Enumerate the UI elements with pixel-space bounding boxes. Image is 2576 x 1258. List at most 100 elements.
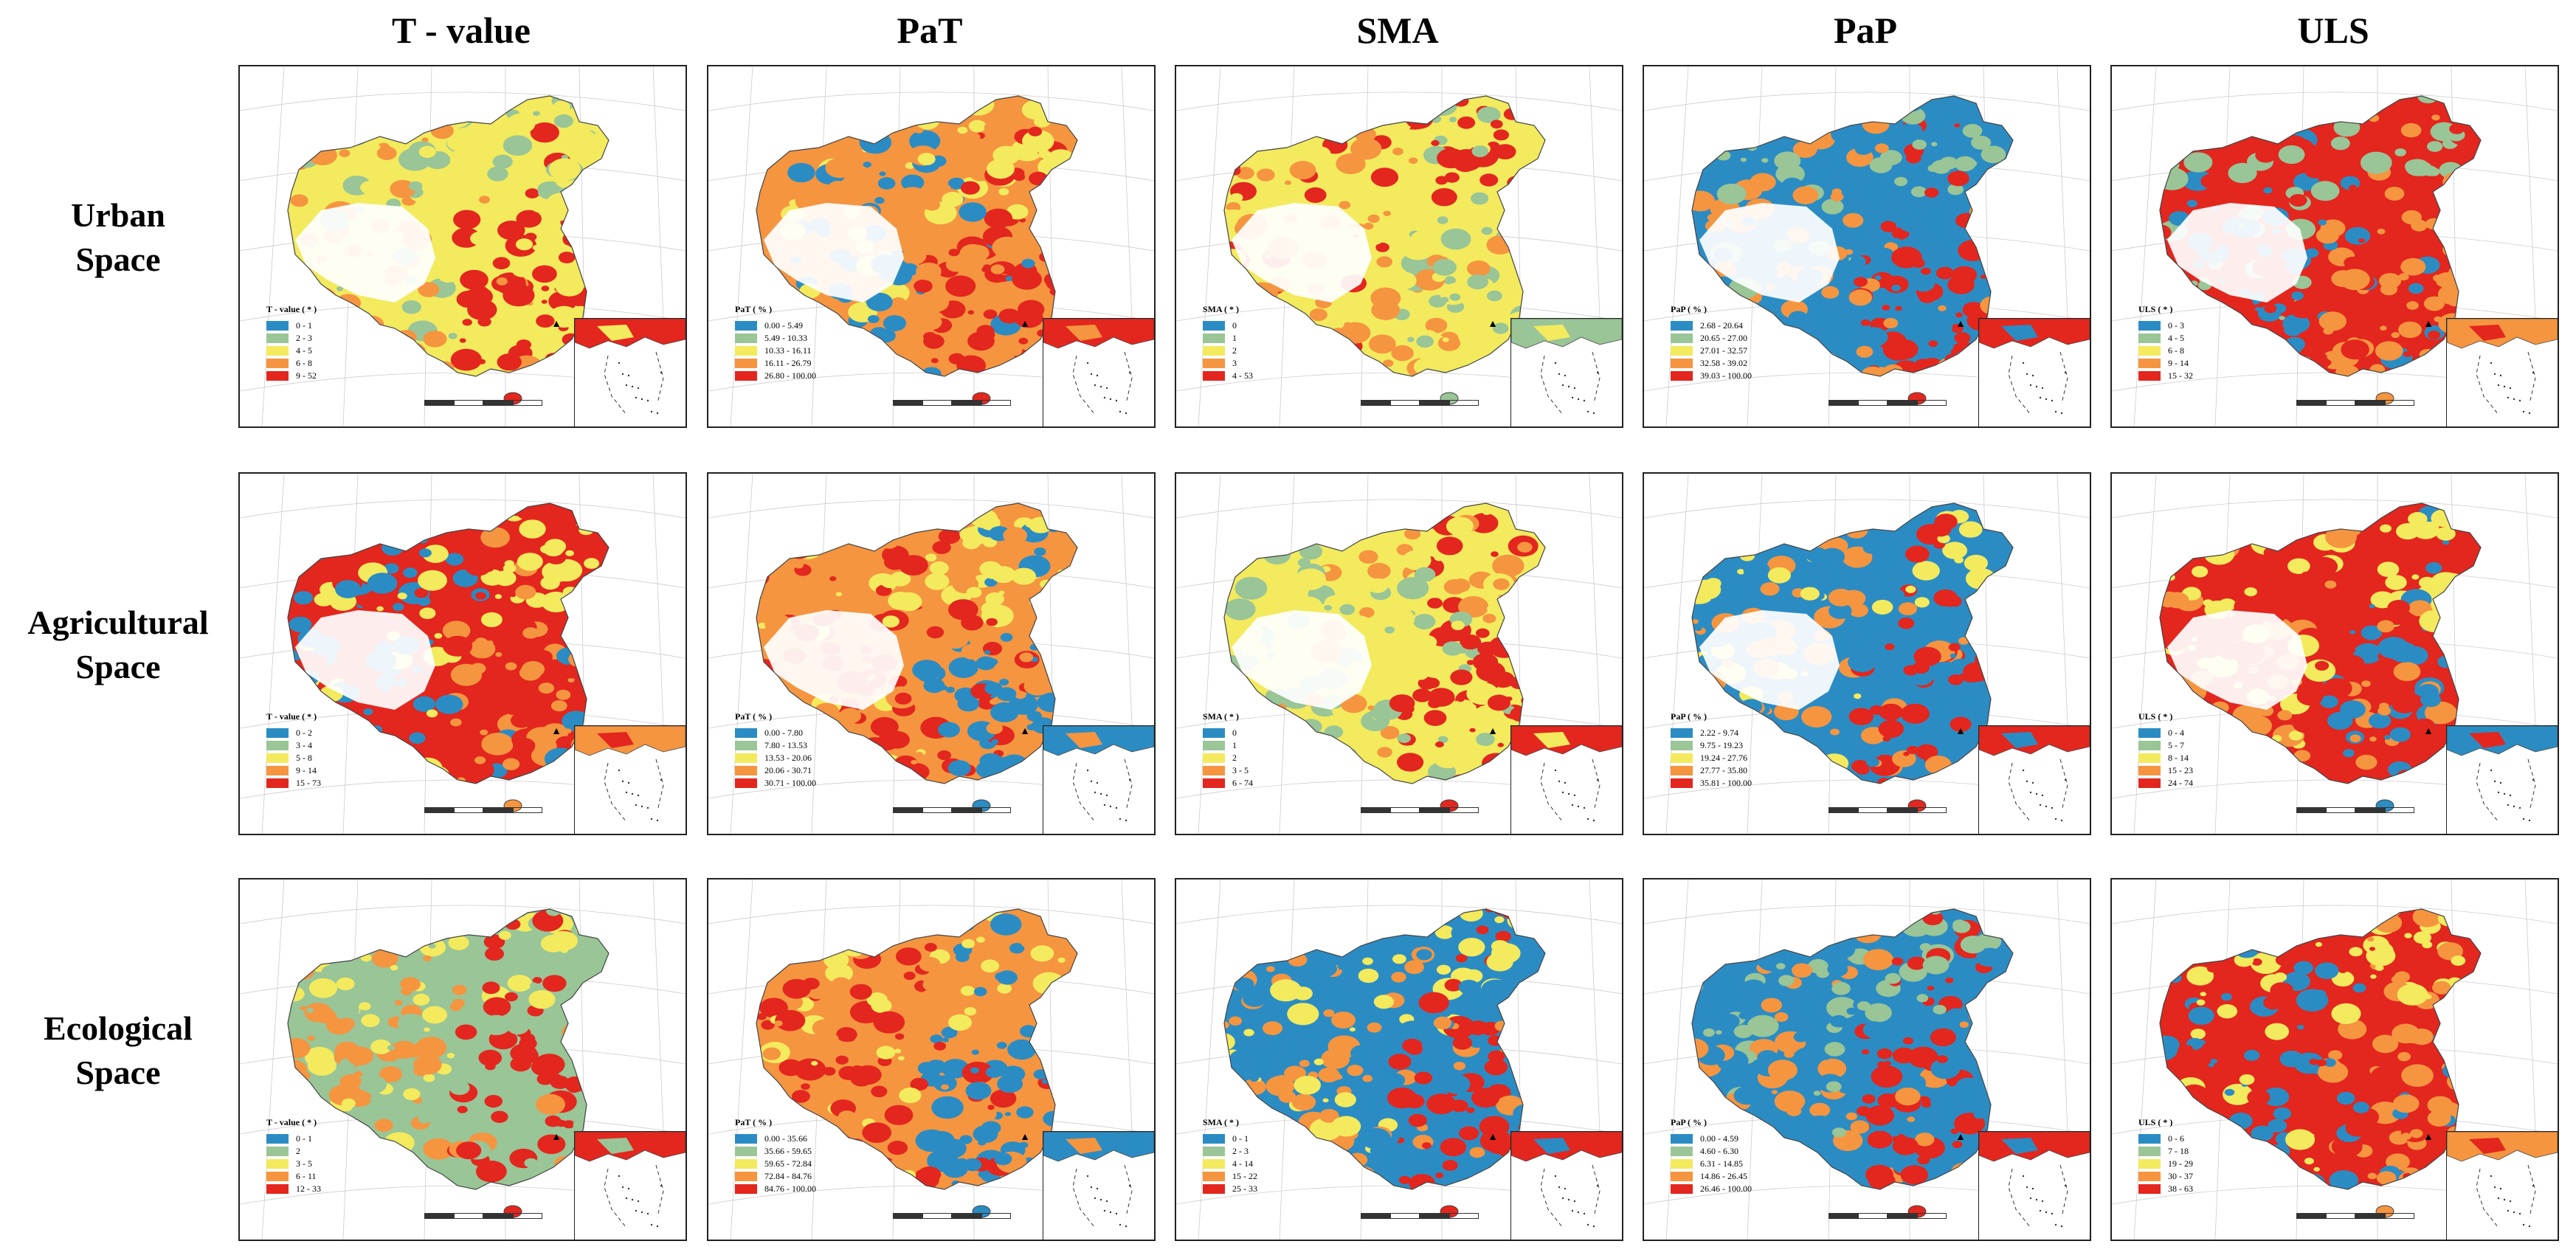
map-patch: [1794, 572, 1818, 590]
inset-coast-patch: [597, 732, 634, 748]
map-patch: [2304, 1014, 2327, 1030]
map-patch: [1246, 294, 1260, 304]
legend-swatch: [735, 753, 757, 763]
map-patch: [1229, 542, 1253, 560]
map-patch: [978, 1169, 990, 1178]
map-patch: [922, 921, 941, 935]
map-patch: [1519, 983, 1533, 993]
map-patch: [2182, 1045, 2194, 1053]
map-patch: [301, 909, 331, 926]
inset-island-dot: [2499, 781, 2502, 784]
map-patch: [1332, 707, 1343, 716]
map-patch: [533, 650, 553, 664]
scale-segment: [893, 807, 922, 813]
no-data-area: [1232, 610, 1372, 710]
legend-item: 0 - 2: [266, 727, 321, 739]
map-patch: [2278, 145, 2305, 165]
inset-boundary-dashes: [1072, 351, 1133, 415]
map-patch: [1862, 1094, 1876, 1104]
map-patch: [1767, 325, 1783, 338]
map-patch: [1392, 954, 1406, 964]
north-arrow-icon: ▲: [1488, 319, 1498, 330]
map-patch: [443, 635, 473, 657]
legend-label: 20.06 - 30.71: [764, 765, 812, 775]
map-patch: [836, 325, 860, 342]
china-outline: [756, 908, 1078, 1190]
map-patch: [1710, 503, 1736, 514]
map-patch: [2203, 734, 2231, 754]
map-patch: [1397, 733, 1411, 743]
legend-item: 0 - 1: [1203, 1133, 1257, 1145]
inset-island-dot: [2509, 387, 2512, 390]
map-patch: [445, 553, 464, 566]
map-patch: [1003, 527, 1028, 545]
inset-island-dot: [2041, 1200, 2044, 1203]
map-patch: [877, 775, 899, 784]
map-patch: [2394, 148, 2406, 156]
map-patch: [1922, 955, 1950, 975]
map-patch: [2451, 657, 2471, 672]
map-patch: [2209, 167, 2217, 173]
map-patch: [1442, 1074, 1471, 1094]
south-china-sea-inset: [1978, 1131, 2090, 1240]
map-patch: [1869, 157, 1893, 173]
map-patch: [314, 1008, 336, 1023]
map-patch: [950, 922, 971, 937]
map-patch: [421, 930, 429, 936]
inset-island-dot: [2497, 1197, 2500, 1200]
map-patch: [376, 606, 384, 612]
map-patch: [827, 121, 851, 137]
map-patch: [422, 96, 444, 110]
map-patch: [1914, 597, 1930, 608]
inset-island-dot: [1554, 1175, 1557, 1178]
map-patch: [941, 1026, 958, 1039]
map-patch: [1488, 1035, 1503, 1046]
map-patch: [756, 1013, 767, 1020]
map-patch: [1771, 1090, 1778, 1094]
map-patch: [1315, 118, 1330, 129]
scale-segment: [2296, 1213, 2326, 1219]
map-patch: [1326, 1153, 1350, 1170]
map-patch: [2189, 153, 2211, 169]
inset-map: [575, 319, 686, 415]
map-patch: [1224, 1032, 1235, 1051]
map-patch: [348, 1145, 370, 1161]
map-patch: [961, 1061, 994, 1084]
map-patch: [288, 913, 294, 926]
map-patch: [376, 1175, 395, 1189]
map-patch: [560, 349, 572, 357]
map-patch: [1402, 1038, 1423, 1053]
map-patch: [779, 523, 804, 540]
map-patch: [1733, 982, 1759, 1000]
inset-island-dot: [1554, 362, 1557, 364]
map-patch: [1440, 1138, 1467, 1157]
legend-item: 2: [1203, 345, 1253, 357]
map-patch: [338, 331, 359, 346]
map-patch: [990, 699, 998, 705]
map-patch: [2241, 909, 2262, 922]
map-patch: [852, 736, 866, 746]
map-patch: [1311, 1170, 1328, 1183]
map-patch: [1016, 1166, 1042, 1184]
map-patch: [1435, 1172, 1444, 1178]
map-patch: [1494, 144, 1516, 159]
south-china-sea-inset: [1510, 725, 1622, 834]
china-map: [708, 879, 1154, 1240]
map-patch: [2296, 107, 2321, 124]
map-patch: [1339, 201, 1351, 210]
map-patch: [2293, 109, 2300, 115]
legend-item: 12 - 33: [266, 1183, 321, 1195]
map-panel: PaP ( % ) 0.00 - 4.59 4.60 - 6.30 6.31 - 14…: [1643, 878, 2091, 1241]
map-patch: [1484, 1059, 1508, 1076]
map-patch: [901, 174, 925, 191]
map-patch: [1842, 546, 1873, 568]
map-patch: [1981, 145, 2006, 164]
map-patch: [2271, 936, 2289, 949]
map-patch: [778, 525, 802, 542]
map-patch: [899, 555, 928, 576]
map-patch: [505, 992, 518, 1002]
scale-segment: [1361, 807, 1390, 813]
map-patch: [482, 981, 500, 995]
